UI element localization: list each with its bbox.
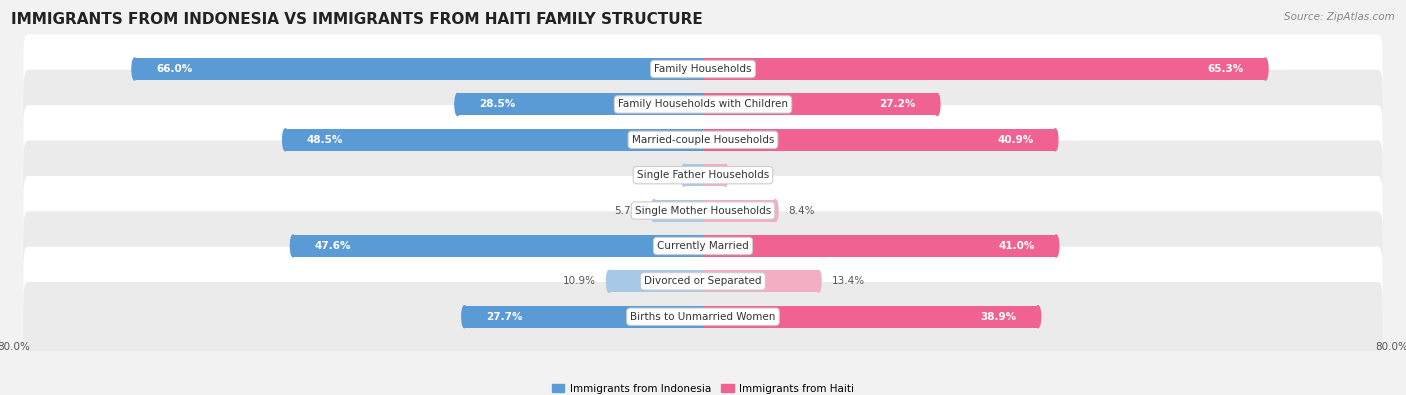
Text: 47.6%: 47.6% [315, 241, 352, 251]
Bar [685, 164, 703, 186]
Text: 38.9%: 38.9% [980, 312, 1017, 322]
Text: 40.9%: 40.9% [997, 135, 1033, 145]
Text: 2.2%: 2.2% [644, 170, 671, 180]
FancyBboxPatch shape [24, 282, 1382, 352]
Circle shape [1053, 129, 1057, 151]
Bar [703, 199, 775, 222]
FancyBboxPatch shape [24, 34, 1382, 104]
Bar [703, 164, 725, 186]
Circle shape [1053, 235, 1059, 257]
FancyBboxPatch shape [24, 141, 1382, 210]
Text: 2.6%: 2.6% [738, 170, 765, 180]
Text: 5.7%: 5.7% [614, 205, 641, 216]
Circle shape [1263, 58, 1268, 80]
Text: Currently Married: Currently Married [657, 241, 749, 251]
Circle shape [291, 235, 295, 257]
Bar [464, 306, 703, 328]
Text: 66.0%: 66.0% [156, 64, 193, 74]
Text: Married-couple Households: Married-couple Households [631, 135, 775, 145]
Circle shape [132, 58, 138, 80]
Circle shape [456, 94, 460, 115]
Circle shape [723, 164, 728, 186]
Text: Divorced or Separated: Divorced or Separated [644, 276, 762, 286]
Text: Single Mother Households: Single Mother Households [636, 205, 770, 216]
Text: Single Father Households: Single Father Households [637, 170, 769, 180]
Bar [292, 235, 703, 257]
Text: 41.0%: 41.0% [998, 241, 1035, 251]
Text: 10.9%: 10.9% [564, 276, 596, 286]
Bar [703, 235, 1056, 257]
Legend: Immigrants from Indonesia, Immigrants from Haiti: Immigrants from Indonesia, Immigrants fr… [548, 380, 858, 395]
Text: 27.2%: 27.2% [879, 100, 915, 109]
Text: Births to Unmarried Women: Births to Unmarried Women [630, 312, 776, 322]
Bar [703, 129, 1056, 151]
Bar [285, 129, 703, 151]
Circle shape [935, 94, 939, 115]
Text: IMMIGRANTS FROM INDONESIA VS IMMIGRANTS FROM HAITI FAMILY STRUCTURE: IMMIGRANTS FROM INDONESIA VS IMMIGRANTS … [11, 12, 703, 27]
FancyBboxPatch shape [24, 211, 1382, 280]
FancyBboxPatch shape [24, 176, 1382, 245]
FancyBboxPatch shape [24, 70, 1382, 139]
Circle shape [1035, 306, 1040, 328]
Circle shape [815, 270, 821, 292]
Circle shape [773, 199, 778, 222]
Circle shape [461, 306, 467, 328]
FancyBboxPatch shape [24, 246, 1382, 316]
Text: Family Households with Children: Family Households with Children [619, 100, 787, 109]
Bar [703, 270, 818, 292]
Text: Family Households: Family Households [654, 64, 752, 74]
Circle shape [606, 270, 612, 292]
Bar [609, 270, 703, 292]
Text: 27.7%: 27.7% [486, 312, 523, 322]
Bar [654, 199, 703, 222]
Text: Source: ZipAtlas.com: Source: ZipAtlas.com [1284, 12, 1395, 22]
Bar [703, 58, 1265, 80]
Circle shape [651, 199, 657, 222]
Circle shape [682, 164, 686, 186]
FancyBboxPatch shape [24, 105, 1382, 175]
Bar [135, 58, 703, 80]
Bar [703, 94, 938, 115]
Circle shape [283, 129, 288, 151]
Text: 8.4%: 8.4% [789, 205, 814, 216]
Bar [457, 94, 703, 115]
Bar [703, 306, 1038, 328]
Text: 13.4%: 13.4% [831, 276, 865, 286]
Text: 28.5%: 28.5% [479, 100, 516, 109]
Text: 65.3%: 65.3% [1208, 64, 1244, 74]
Text: 48.5%: 48.5% [307, 135, 343, 145]
